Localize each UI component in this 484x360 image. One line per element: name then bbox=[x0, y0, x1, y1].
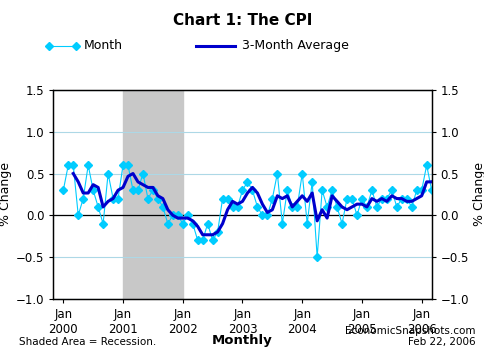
Month bbox=[60, 188, 66, 192]
3-Month Average bbox=[70, 171, 76, 176]
Text: Chart 1: The CPI: Chart 1: The CPI bbox=[172, 13, 312, 28]
Y-axis label: % Change: % Change bbox=[0, 162, 12, 226]
3-Month Average bbox=[155, 194, 161, 198]
Text: 3-Month Average: 3-Month Average bbox=[242, 39, 348, 53]
3-Month Average bbox=[323, 216, 329, 220]
3-Month Average bbox=[199, 233, 205, 237]
Month bbox=[219, 197, 225, 201]
Month bbox=[309, 180, 315, 184]
Y-axis label: % Change: % Change bbox=[472, 162, 484, 226]
Text: Shaded Area = Recession.: Shaded Area = Recession. bbox=[19, 337, 156, 347]
Text: Monthly: Monthly bbox=[212, 334, 272, 347]
Line: Month: Month bbox=[60, 104, 484, 277]
Month bbox=[443, 197, 449, 201]
3-Month Average bbox=[125, 174, 131, 179]
Text: EconomicSnapshots.com
Feb 22, 2006: EconomicSnapshots.com Feb 22, 2006 bbox=[344, 326, 474, 347]
Text: Month: Month bbox=[83, 39, 122, 53]
Month bbox=[323, 205, 329, 209]
Bar bbox=[123, 90, 182, 299]
Line: 3-Month Average: 3-Month Average bbox=[73, 146, 484, 235]
